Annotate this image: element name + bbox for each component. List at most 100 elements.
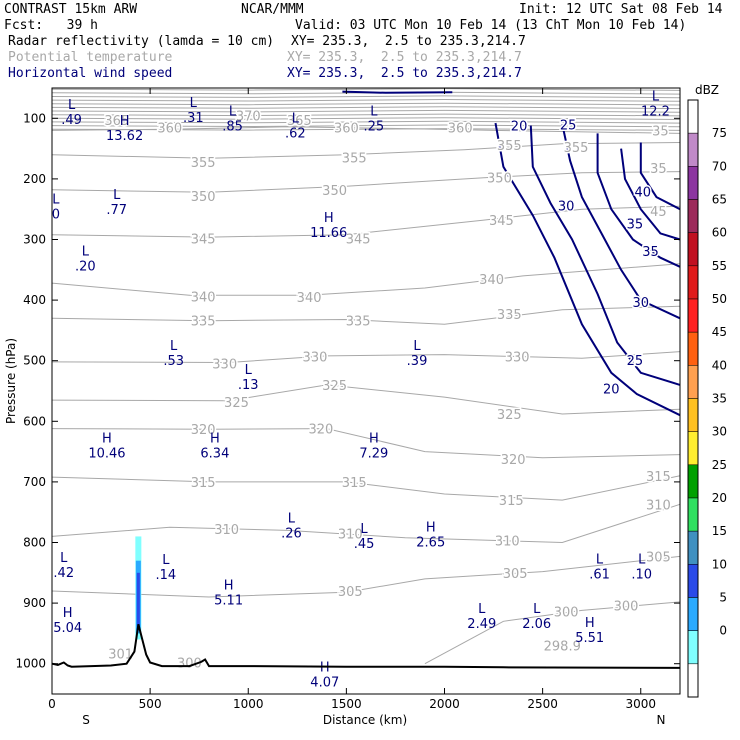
theta-label: 315 [342,476,367,491]
extremum-value: .14 [155,568,176,583]
extremum-value: 6.34 [200,447,229,462]
theta-line [51,351,681,364]
extremum-type: L [229,104,237,119]
theta-label: 301 [108,647,133,662]
colorbar-swatch [687,564,699,598]
extremum-value: 2.49 [467,617,496,632]
extremum-type: H [426,521,436,536]
theta-line [51,428,681,459]
theta-label: 365 [287,114,312,129]
theta-label: 300 [177,656,202,671]
y-axis-label: Pressure (hPa) [4,338,18,424]
theta-line [424,601,681,665]
theta-label: 340 [191,290,216,305]
extremum-type: L [68,98,76,113]
theta-label: 350 [487,172,512,187]
extremum-value: 12.2 [641,104,670,119]
wind-label: 30 [632,296,649,311]
colorbar-swatch [687,464,699,499]
extremum-type: L [52,192,60,207]
extremum-type: H [120,114,130,129]
colorbar-swatch [687,398,699,432]
colorbar-swatch [687,530,699,565]
wind-contours [342,90,681,417]
theta-label: 315 [191,476,216,491]
theta-line-upper [51,95,681,99]
extremum-value: 5.51 [575,631,604,646]
colorbar-swatch [687,331,699,366]
wind-contour [342,90,453,94]
extremum-type: L [288,512,296,527]
extremum-type: L [292,112,300,127]
theta-label: 330 [505,350,530,365]
colorbar-level: 20 [712,491,727,505]
colorbar-level: 50 [712,292,727,306]
header-line1-left: CONTRAST 15km ARW [4,2,138,17]
extremum-value: 11.66 [310,226,347,241]
colorbar-level: 35 [712,392,727,406]
colorbar-level: 45 [712,325,727,339]
colorbar-swatch [687,497,699,532]
y-tick-label: 1000 [15,657,46,671]
wind-contour [561,124,681,320]
extremum-value: 0 [52,207,60,222]
colorbar-level: 0 [719,624,727,638]
wind-label: 25 [627,354,644,369]
theta-label: 315 [499,494,524,509]
theta-label: 345 [346,232,371,247]
theta-label: 345 [489,214,514,229]
field1-xy: XY= 235.3, 2.5 to 235.3,214.7 [291,34,526,49]
theta-line [51,305,681,325]
theta-line-upper [51,88,681,91]
theta-line [51,555,681,598]
theta-label: 355 [191,156,216,171]
extremum-type: L [596,552,604,567]
colorbar-level: 70 [712,159,727,173]
x-end-left: S [82,713,90,727]
theta-line-upper [51,113,681,117]
x-tick-label: 3000 [625,697,656,711]
theta-label: 360 [157,121,182,136]
reflectivity-shading [135,536,142,640]
field3-name: Horizontal wind speed [8,66,173,81]
colorbar-swatch [687,265,699,300]
theta-label: 45 [650,205,667,220]
field2-name: Potential temperature [8,50,173,65]
y-tick-label: 900 [23,596,46,610]
extremum-value: .42 [53,566,74,581]
colorbar-swatch [687,663,699,698]
terrain-profile [51,624,681,669]
extremum-value: .20 [75,259,96,274]
x-tick-label: 2500 [527,697,558,711]
extremum-type: L [360,522,368,537]
colorbar-level: 65 [712,193,727,207]
extremum-type: L [245,363,253,378]
wind-contour [529,125,681,386]
extremum-value: .10 [631,567,652,582]
theta-line-upper [51,109,681,113]
extremum-value: 13.62 [106,129,143,144]
theta-label: 325 [497,408,522,423]
extremum-value: 5.04 [53,621,82,636]
colorbar-level: 40 [712,358,727,372]
extremum-type: L [370,104,378,119]
theta-line-upper [51,98,681,102]
colorbar-swatch [687,232,699,267]
theta-label: 298.9 [544,640,581,655]
x-end-right: N [657,713,666,727]
extremum-value: .49 [61,113,82,128]
theta-label: 340 [479,273,504,288]
wind-label: 35 [627,218,644,233]
extremum-type: L [638,552,646,567]
theta-label: 350 [322,184,347,199]
extremum-type: L [190,96,198,111]
extremum-type: L [82,244,90,259]
extremum-value: 10.46 [88,447,125,462]
colorbar-level: 15 [712,524,727,538]
x-tick-label: 1500 [331,697,362,711]
extremum-value: 2.06 [522,617,551,632]
theta-label: 320 [191,423,216,438]
colorbar-swatch [687,298,699,333]
theta-label: 320 [308,423,333,438]
